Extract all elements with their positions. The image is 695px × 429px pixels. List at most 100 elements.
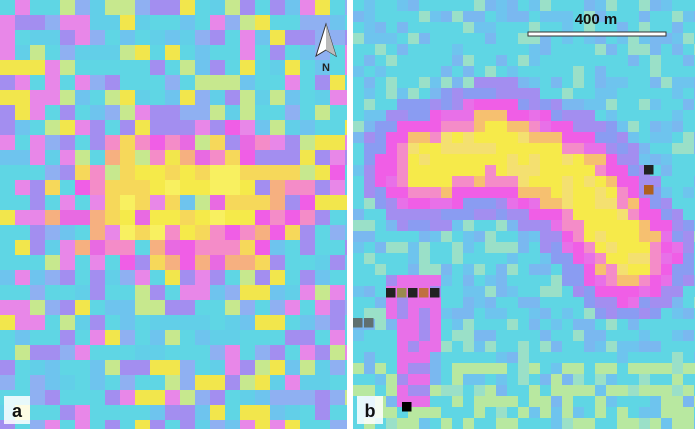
pixel	[496, 418, 508, 429]
pixel	[595, 66, 607, 78]
pixel	[419, 231, 431, 243]
pixel	[551, 319, 563, 331]
pixel	[353, 0, 365, 12]
pixel	[639, 132, 651, 144]
pixel	[551, 165, 563, 177]
pixel	[540, 198, 552, 210]
pixel	[386, 0, 398, 12]
pixel	[353, 220, 365, 232]
pixel	[300, 210, 316, 226]
pixel	[496, 275, 508, 287]
pixel	[452, 154, 464, 166]
pixel	[430, 407, 442, 419]
pixel	[315, 375, 331, 391]
pixel	[650, 77, 662, 89]
pixel	[315, 300, 331, 316]
pixel	[650, 319, 662, 331]
pixel	[606, 209, 618, 221]
pixel	[353, 253, 365, 265]
pixel	[617, 352, 629, 364]
pixel	[60, 0, 76, 16]
pixel	[60, 405, 76, 421]
pixel	[330, 345, 346, 361]
pixel	[474, 374, 486, 386]
pixel	[353, 88, 365, 100]
pixel	[419, 11, 431, 23]
pixel	[240, 285, 256, 301]
pixel	[650, 66, 662, 78]
pixel	[463, 176, 475, 188]
pixel	[270, 150, 286, 166]
pixel	[105, 285, 121, 301]
pixel	[60, 420, 76, 429]
pixel	[518, 308, 530, 320]
pixel	[315, 225, 331, 241]
pixel	[551, 121, 563, 133]
pixel	[386, 44, 398, 56]
pixel	[683, 132, 695, 144]
pixel	[285, 195, 301, 211]
pixel	[60, 345, 76, 361]
pixel	[386, 143, 398, 155]
pixel	[135, 165, 151, 181]
pixel	[463, 187, 475, 199]
pixel	[60, 45, 76, 61]
pixel	[441, 132, 453, 144]
pixel	[408, 22, 420, 34]
pixel	[606, 286, 618, 298]
pixel	[165, 75, 181, 91]
pixel	[496, 121, 508, 133]
pixel	[120, 420, 136, 429]
pixel	[120, 345, 136, 361]
pixel	[210, 165, 226, 181]
pixel	[430, 418, 442, 429]
pixel	[225, 255, 241, 271]
pixel	[60, 105, 76, 121]
pixel	[386, 198, 398, 210]
pixel	[210, 135, 226, 151]
pixel	[315, 330, 331, 346]
pixel	[364, 253, 376, 265]
pixel	[595, 418, 607, 429]
pixel	[397, 341, 409, 353]
pixel	[300, 180, 316, 196]
pixel	[105, 150, 121, 166]
pixel	[672, 418, 684, 429]
pixel	[315, 360, 331, 376]
pixel	[463, 0, 475, 12]
pixel	[419, 385, 431, 397]
pixel	[165, 210, 181, 226]
pixel	[330, 105, 346, 121]
pixel	[463, 319, 475, 331]
pixel	[485, 121, 497, 133]
pixel	[210, 105, 226, 121]
pixel	[683, 198, 695, 210]
pixel	[75, 150, 91, 166]
pixel	[135, 0, 151, 16]
pixel	[397, 319, 409, 331]
pixel	[507, 143, 519, 155]
pixel	[364, 242, 376, 254]
pixel	[135, 390, 151, 406]
pixel	[240, 195, 256, 211]
pixel	[195, 120, 211, 136]
pixel	[573, 121, 585, 133]
pixel	[540, 55, 552, 67]
pixel	[75, 195, 91, 211]
pixel	[180, 285, 196, 301]
pixel	[397, 209, 409, 221]
pixel	[386, 363, 398, 375]
pixel	[650, 407, 662, 419]
pixel	[529, 385, 541, 397]
pixel	[573, 165, 585, 177]
pixel	[496, 110, 508, 122]
pixel	[441, 198, 453, 210]
pixel	[551, 209, 563, 221]
pixel	[518, 132, 530, 144]
pixel	[75, 15, 91, 31]
pixel	[397, 220, 409, 232]
pixel	[562, 143, 574, 155]
pixel	[683, 352, 695, 364]
pixel	[639, 0, 651, 12]
pixel	[452, 374, 464, 386]
